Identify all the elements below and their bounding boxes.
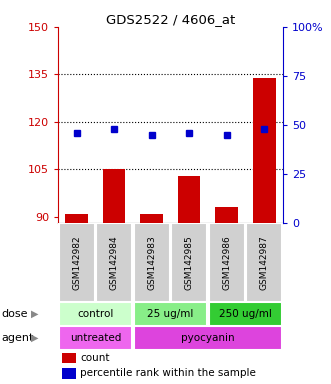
Text: GSM142984: GSM142984 [110, 235, 119, 290]
Bar [134, 302, 207, 326]
Bar [178, 175, 201, 223]
Text: 25 ug/ml: 25 ug/ml [147, 309, 194, 319]
Title: GDS2522 / 4606_at: GDS2522 / 4606_at [106, 13, 235, 26]
Text: GSM142985: GSM142985 [185, 235, 194, 290]
Bar [209, 223, 245, 302]
Text: percentile rank within the sample: percentile rank within the sample [80, 368, 256, 379]
Bar [134, 223, 170, 302]
Text: control: control [77, 309, 114, 319]
Text: ▶: ▶ [31, 309, 39, 319]
Bar [215, 207, 238, 223]
Bar [246, 223, 282, 302]
Bar [66, 214, 88, 223]
Bar [140, 214, 163, 223]
Bar [63, 353, 76, 363]
Text: pyocyanin: pyocyanin [181, 333, 235, 343]
Text: GSM142983: GSM142983 [147, 235, 156, 290]
Text: dose: dose [2, 309, 28, 319]
Text: GSM142982: GSM142982 [72, 235, 81, 290]
Bar [59, 302, 132, 326]
Text: count: count [80, 353, 110, 363]
Bar [209, 302, 282, 326]
Text: GSM142986: GSM142986 [222, 235, 231, 290]
Bar [96, 223, 132, 302]
Text: untreated: untreated [70, 333, 121, 343]
Text: 250 ug/ml: 250 ug/ml [219, 309, 272, 319]
Bar [103, 169, 125, 223]
Bar [59, 326, 132, 349]
Bar [253, 78, 275, 223]
Text: agent: agent [2, 333, 34, 343]
Bar [171, 223, 207, 302]
Text: ▶: ▶ [31, 333, 39, 343]
Bar [134, 326, 282, 349]
Text: GSM142987: GSM142987 [260, 235, 269, 290]
Bar [63, 368, 76, 379]
Bar [59, 223, 95, 302]
